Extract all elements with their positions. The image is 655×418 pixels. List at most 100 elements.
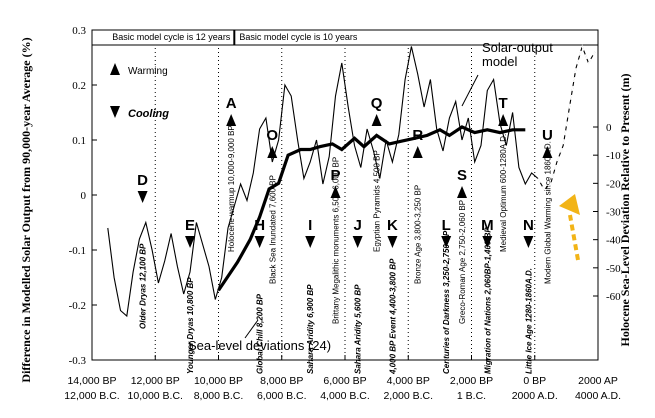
event-label: Greco-Roman Age 2,750-2,060 BP <box>458 200 467 324</box>
event-letter-m: M <box>481 217 494 234</box>
left-tick-label: 0.1 <box>72 135 86 147</box>
x-tick-label-cal: 12,000 B.C. <box>64 390 119 402</box>
x-tick-label-bp: 10,000 BP <box>194 375 243 387</box>
y-axis-right-label: Holocene Sea-Level Deviation Relative to… <box>618 73 632 346</box>
legend-warming: Warming <box>128 66 168 77</box>
event-letter-t: T <box>499 95 508 112</box>
event-label: 4,000 BP Event 4,400-3,800 BP <box>388 258 397 375</box>
x-tick-label-bp: 14,000 BP <box>67 375 116 387</box>
event-label: Older Dryas 12,100 BP <box>139 243 148 329</box>
event-letter-q: Q <box>371 95 383 112</box>
event-label: Modern Global Warming since 1860A.D. <box>543 141 552 284</box>
cooling-marker-icon <box>387 236 398 248</box>
event-label: Brittany Megalithic monuments 6,500-6,00… <box>332 157 341 324</box>
left-tick-label: -0.1 <box>69 245 86 257</box>
left-tick-label: -0.2 <box>69 300 86 312</box>
x-tick-label-cal: 1 B.C. <box>457 390 486 402</box>
solar-output-projection <box>537 44 596 191</box>
warming-marker-icon <box>267 146 278 158</box>
highlight-arrow-icon <box>559 194 580 261</box>
event-label: Medieval Optimum 600-1280A.D. <box>499 134 508 252</box>
cooling-marker-icon <box>254 236 265 248</box>
left-tick-label: 0.2 <box>72 80 86 92</box>
event-letter-j: J <box>353 217 361 234</box>
event-label: Little Ice Age 1280-1860A.D. <box>524 268 533 374</box>
warming-marker-icon <box>371 114 382 126</box>
right-tick-label: -40 <box>606 235 621 247</box>
solar-output-label: model <box>482 54 518 69</box>
x-tick-label-cal: 10,000 B.C. <box>128 390 183 402</box>
cooling-triangle-icon <box>110 106 120 118</box>
event-label: Egyptian Pyramids 4,500 BP <box>373 150 382 252</box>
event-label: Younger Dryas 10,800 BP <box>186 277 195 374</box>
event-letter-d: D <box>137 172 148 189</box>
event-label: Centuries of Darkness 3,250-2,750 BP <box>442 230 451 374</box>
right-tick-label: -30 <box>606 207 621 219</box>
legend-cooling: Cooling <box>128 108 169 120</box>
event-label: Migration of Nations 2,060BP-1,400 BP <box>483 227 492 374</box>
right-tick-label: -50 <box>606 263 621 275</box>
x-tick-label-bp: 12,000 BP <box>131 375 180 387</box>
x-tick-label-cal: 6,000 B.C. <box>257 390 307 402</box>
left-tick-label: -0.3 <box>69 355 87 367</box>
cycle-right-label: Basic model cycle is 10 years <box>239 32 358 42</box>
x-tick-label-bp: 2,000 BP <box>450 375 493 387</box>
warming-marker-icon <box>330 186 341 198</box>
event-letter-s: S <box>457 167 467 184</box>
warming-marker-icon <box>498 114 509 126</box>
sea-level-leader <box>244 319 259 339</box>
warming-marker-icon <box>457 186 468 198</box>
cooling-marker-icon <box>482 236 493 248</box>
warming-triangle-icon <box>110 63 120 75</box>
x-tick-label-bp: 4,000 BP <box>387 375 430 387</box>
left-tick-label: 0.3 <box>72 25 86 37</box>
right-tick-label: -60 <box>606 291 621 303</box>
cooling-marker-icon <box>352 236 363 248</box>
event-letter-k: K <box>387 217 398 234</box>
event-label: Sahara Aridity 6,900 BP <box>306 284 315 374</box>
x-tick-label-bp: 0 BP <box>523 375 546 387</box>
cooling-marker-icon <box>137 191 148 203</box>
x-tick-label-bp: 2000 AP <box>578 375 618 387</box>
event-letter-p: P <box>331 167 341 184</box>
event-letter-h: H <box>254 217 265 234</box>
event-label: Global Chill 8,200 BP <box>256 293 265 374</box>
cooling-marker-icon <box>185 236 196 248</box>
left-tick-label: 0 <box>81 190 87 202</box>
event-letter-i: I <box>308 217 312 234</box>
event-label: Sahara Aridity 5,600 BP <box>354 284 363 374</box>
cycle-left-label: Basic model cycle is 12 years <box>112 32 231 42</box>
solar-output-leader <box>461 74 479 107</box>
event-letter-r: R <box>412 127 423 144</box>
right-tick-label: -20 <box>606 178 621 190</box>
x-tick-label-cal: 4,000 B.C. <box>320 390 370 402</box>
event-letter-n: N <box>523 217 534 234</box>
warming-marker-icon <box>542 146 553 158</box>
event-label: Holocene warmup 10,000-9,000 BP <box>227 125 236 252</box>
x-tick-label-cal: 2,000 B.C. <box>383 390 433 402</box>
event-label: Bronze Age 3,800-3,250 BP <box>414 185 423 284</box>
x-tick-label-cal: 8,000 B.C. <box>194 390 244 402</box>
event-label: Black Sea Inundated 7,600 BP <box>268 175 277 284</box>
legend: Warming Cooling <box>110 63 169 120</box>
warming-marker-icon <box>412 146 423 158</box>
axis-ticks: 0.3 0.2 0.1 0 -0.1 -0.2 -0.3 0 -10 -20 -30 -40 -50 -6… <box>64 25 621 402</box>
sea-level-line <box>217 125 526 292</box>
event-letter-a: A <box>226 95 237 112</box>
right-tick-label: 0 <box>606 122 612 134</box>
event-letter-l: L <box>442 217 451 234</box>
warming-marker-icon <box>226 114 237 126</box>
x-tick-label-cal: 4000 A.D. <box>575 390 621 402</box>
solar-output-label: Solar-output <box>482 40 553 55</box>
sea-level-label: Sea-level deviations (24) <box>188 338 331 353</box>
plot-border <box>91 29 599 361</box>
x-tick-label-cal: 2000 A.D. <box>512 390 558 402</box>
event-letter-e: E <box>185 217 195 234</box>
cooling-marker-icon <box>441 236 452 248</box>
right-tick-label: -10 <box>606 150 621 162</box>
x-tick-label-bp: 8,000 BP <box>260 375 303 387</box>
y-axis-left-label: Difference in Modelled Solar Output from… <box>19 37 33 382</box>
cooling-marker-icon <box>305 236 316 248</box>
